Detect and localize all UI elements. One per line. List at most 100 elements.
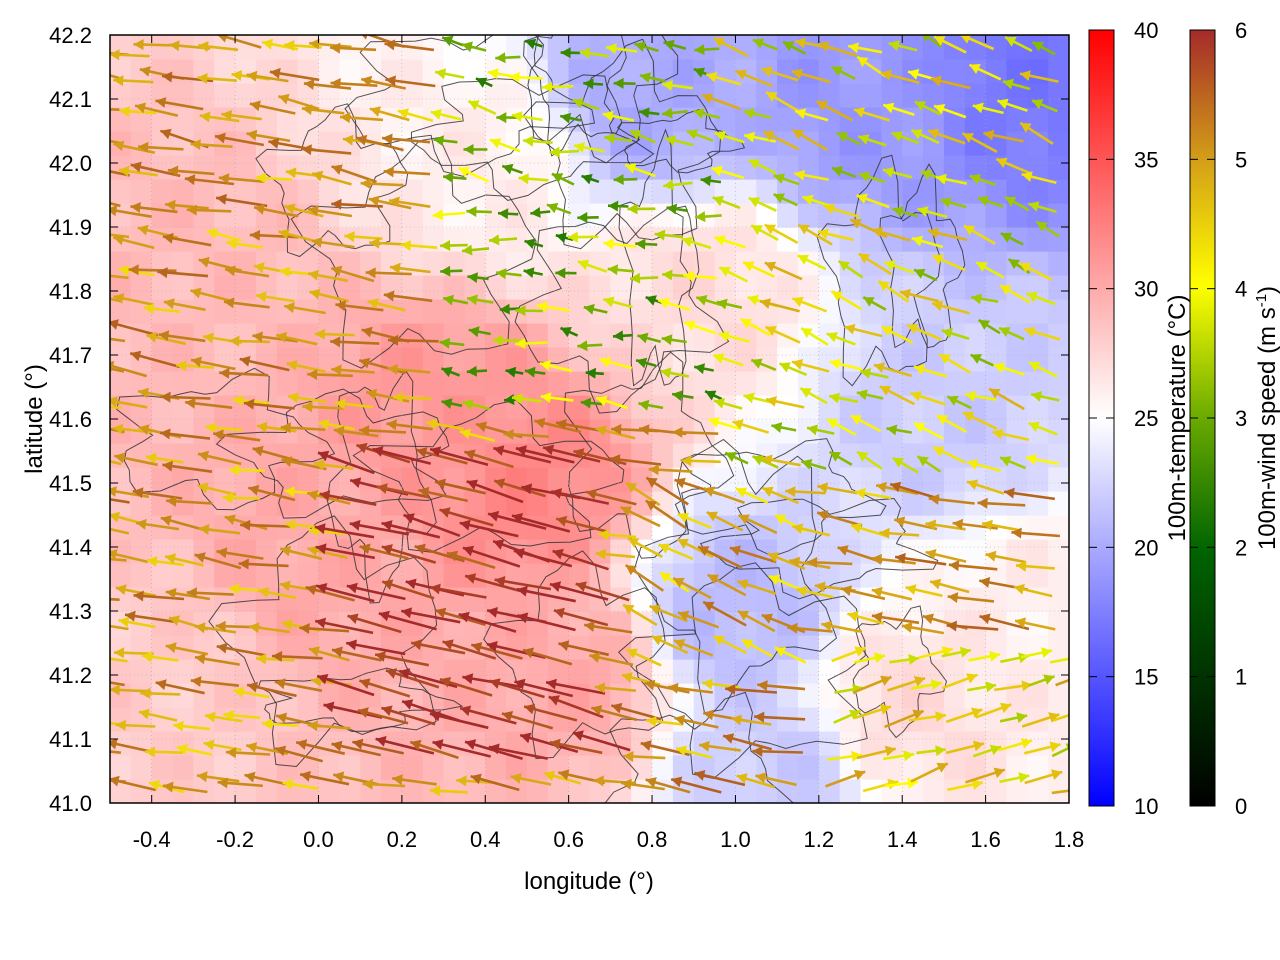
wind-arrow-head (1000, 456, 1012, 467)
heatmap-cell (297, 83, 319, 108)
heatmap-cell (318, 35, 340, 60)
wind-arrow (791, 128, 828, 152)
heatmap-cell (714, 107, 736, 132)
wind-arrow (763, 223, 799, 245)
wind-arrow-head (367, 298, 379, 309)
wind-arrow (274, 678, 323, 692)
wind-arrow (607, 200, 629, 212)
wind-arrow-head (459, 519, 471, 531)
wind-arrow-head (735, 69, 747, 80)
wind-arrow (575, 581, 630, 602)
heatmap-cell (652, 275, 674, 300)
wind-arrow-head (914, 268, 926, 279)
heatmap-cell (923, 683, 945, 708)
heatmap-cell (422, 35, 445, 60)
wind-arrow (1049, 657, 1069, 664)
wind-arrow-head (586, 488, 598, 500)
wind-arrow-shaft (429, 447, 489, 466)
wind-arrow (548, 695, 604, 719)
wind-arrow-head (579, 47, 591, 59)
heatmap-cell (777, 755, 799, 780)
wind-arrow (595, 548, 636, 560)
wind-arrow (375, 736, 435, 755)
heatmap-cell (1048, 179, 1069, 204)
wind-arrow (816, 510, 863, 527)
heatmap-cell (735, 227, 757, 252)
heatmap-cell (443, 131, 465, 156)
wind-arrow (1023, 741, 1061, 755)
heatmap-cell (276, 299, 299, 324)
wind-arrow-head (439, 507, 451, 518)
heatmap-cell (464, 107, 486, 132)
wind-arrow-head (920, 169, 932, 180)
wind-arrow (1020, 647, 1053, 659)
wind-arrow-head (247, 681, 258, 693)
wind-arrow (975, 702, 1012, 719)
wind-arrow (494, 576, 552, 591)
heatmap-cell (735, 203, 757, 228)
wind-arrow-head (850, 522, 863, 534)
heatmap-cell (130, 83, 153, 108)
wind-arrow (440, 265, 463, 277)
wind-arrow-head (1008, 259, 1020, 270)
wind-arrow-head (573, 448, 585, 459)
wind-arrow-head (523, 135, 534, 147)
heatmap-cell (401, 491, 424, 516)
wind-arrow-head (375, 651, 386, 662)
wind-arrow (739, 317, 771, 337)
wind-arrow (621, 778, 665, 791)
wind-arrow-head (465, 573, 477, 584)
heatmap-cell (214, 659, 236, 684)
wind-arrow (831, 646, 867, 663)
heatmap-cell (485, 299, 507, 324)
heatmap-cell (777, 587, 799, 612)
wind-arrow-head (360, 178, 371, 190)
wind-arrow-head (913, 364, 926, 375)
wind-arrow-head (623, 604, 635, 615)
heatmap-cell (235, 635, 257, 660)
wind-arrow (467, 100, 497, 115)
heatmap-cell (860, 515, 882, 540)
wind-arrow-head (1019, 262, 1031, 273)
heatmap-cell (527, 155, 549, 180)
heatmap-cell (1006, 635, 1028, 660)
heatmap-cell (756, 371, 778, 396)
wind-arrow-head (503, 429, 514, 440)
wind-arrow (1026, 291, 1056, 306)
wind-arrow-head (1049, 741, 1061, 753)
wind-arrow (167, 165, 215, 177)
wind-arrow (693, 363, 714, 375)
heatmap-cell (798, 779, 820, 803)
wind-arrow (309, 38, 352, 50)
wind-arrow (261, 718, 299, 730)
wind-arrow-head (146, 556, 158, 567)
heatmap-cell (1048, 539, 1069, 564)
wind-arrow-head (645, 295, 657, 306)
wind-arrow-head (145, 452, 157, 464)
wind-arrow-head (933, 446, 945, 457)
wind-arrow-head (613, 330, 624, 342)
heatmap-cell (1027, 179, 1049, 204)
heatmap-cell (589, 731, 611, 756)
wind-arrow (979, 613, 1030, 631)
wind-arrow (1015, 560, 1055, 572)
wind-arrow-head (714, 130, 726, 142)
wind-arrow (624, 163, 656, 178)
wind-arrow-head (879, 527, 890, 539)
wind-arrow-head (509, 71, 520, 83)
heatmap-cell (276, 563, 299, 588)
heatmap-cell (756, 227, 778, 252)
wind-arrow (110, 201, 121, 208)
wind-arrow (459, 428, 496, 443)
wind-arrow-head (737, 579, 749, 590)
wind-arrow-head (548, 695, 560, 706)
wind-arrow-head (765, 326, 777, 336)
wind-arrow (110, 297, 123, 303)
wind-arrow (817, 482, 858, 495)
wind-arrow-head (309, 38, 320, 50)
heatmap-cell (276, 755, 299, 780)
heatmap-cell (902, 755, 924, 780)
wind-arrow-head (908, 654, 919, 665)
wind-arrow-head (901, 622, 913, 633)
wind-arrow (439, 337, 465, 349)
